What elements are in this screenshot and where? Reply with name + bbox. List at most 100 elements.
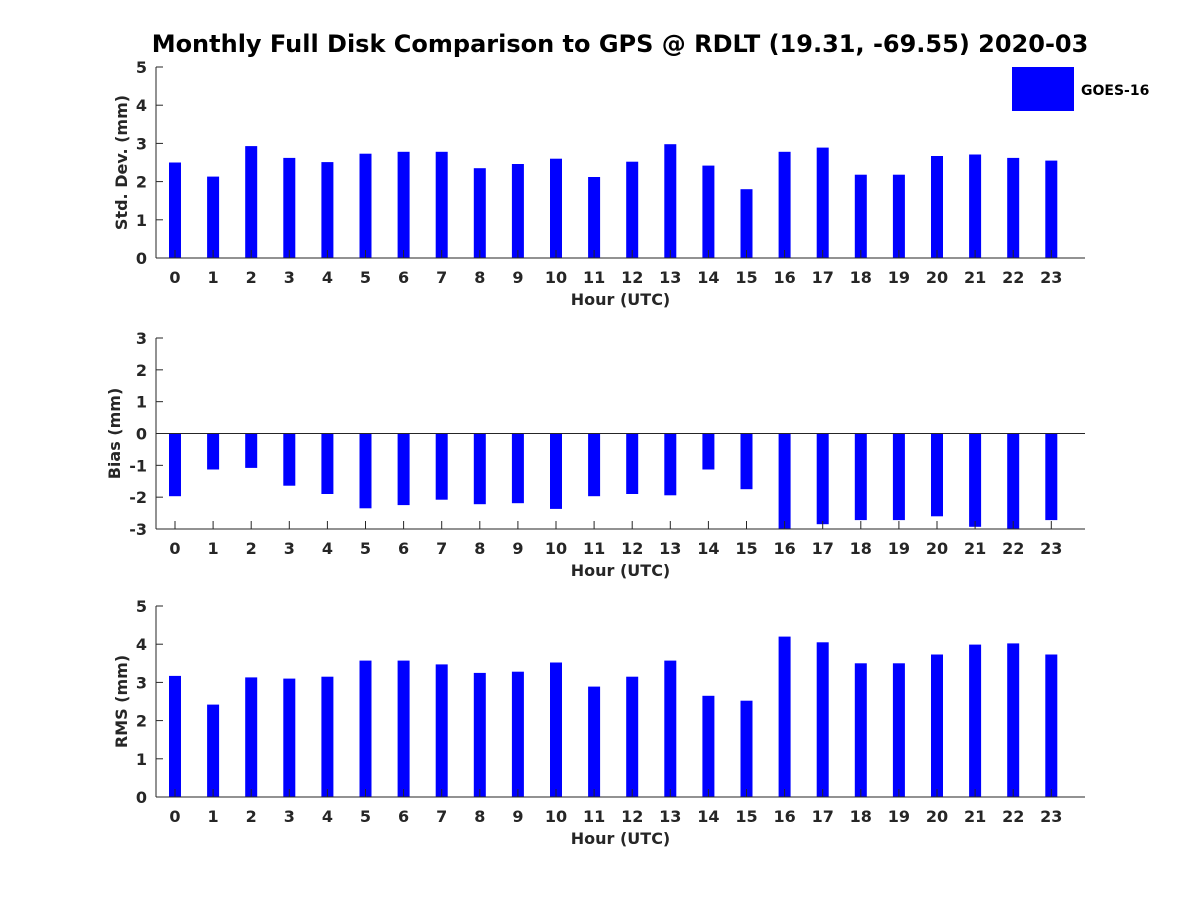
- std-dev-x-tick-label: 11: [583, 268, 605, 287]
- bias-bar: [931, 433, 943, 517]
- std-dev-y-tick-label: 0: [136, 249, 147, 268]
- bias-x-tick-label: 9: [512, 539, 523, 558]
- bias-bar: [664, 433, 677, 496]
- rms-x-tick-label: 10: [545, 807, 567, 826]
- std-dev-y-tick-label: 5: [136, 58, 147, 77]
- std-dev-bar: [931, 156, 943, 258]
- std-dev-x-tick-label: 16: [773, 268, 795, 287]
- bias-x-tick-label: 12: [621, 539, 643, 558]
- rms-x-tick-label: 12: [621, 807, 643, 826]
- std-dev-bar: [435, 151, 448, 258]
- std-dev-bar: [207, 176, 220, 258]
- bias-x-tick-label: 2: [246, 539, 257, 558]
- bias-bar: [702, 433, 715, 470]
- std-dev-bar: [169, 162, 181, 258]
- rms-y-tick-label: 0: [136, 788, 147, 807]
- std-dev-x-tick-label: 10: [545, 268, 567, 287]
- rms-x-tick-label: 19: [888, 807, 910, 826]
- bias-x-tick-label: 16: [773, 539, 795, 558]
- bias-bar: [511, 433, 524, 504]
- bias-bar: [435, 433, 448, 500]
- std-dev-bar: [892, 174, 905, 258]
- bias-x-tick-label: 5: [360, 539, 371, 558]
- rms-bar: [1045, 654, 1058, 797]
- std-dev-x-tick-label: 1: [208, 268, 219, 287]
- std-dev-y-tick-label: 4: [136, 96, 147, 115]
- std-dev-x-tick-label: 2: [246, 268, 257, 287]
- std-dev-bar: [816, 147, 829, 258]
- bias-x-tick-label: 20: [926, 539, 948, 558]
- rms-x-tick-label: 11: [583, 807, 605, 826]
- bias-x-tick-label: 23: [1040, 539, 1062, 558]
- std-dev-x-tick-label: 13: [659, 268, 681, 287]
- bias-bar: [969, 433, 982, 527]
- bias-bar: [892, 433, 905, 521]
- std-dev-x-tick-label: 5: [360, 268, 371, 287]
- bias-x-tick-label: 19: [888, 539, 910, 558]
- bias-y-tick-label: 2: [136, 361, 147, 380]
- rms-bar: [816, 642, 829, 797]
- bias-x-axis-title: Hour (UTC): [571, 561, 671, 580]
- rms-bar: [702, 695, 715, 797]
- rms-x-tick-label: 7: [436, 807, 447, 826]
- std-dev-bar: [854, 174, 867, 258]
- bias-x-tick-label: 21: [964, 539, 986, 558]
- rms-y-tick-label: 2: [136, 712, 147, 731]
- bias-y-tick-label: -2: [129, 488, 147, 507]
- rms-x-tick-label: 17: [812, 807, 834, 826]
- legend-label: GOES-16: [1081, 83, 1149, 99]
- bias-bar: [169, 433, 181, 497]
- std-dev-bar: [969, 154, 982, 258]
- rms-bar: [854, 663, 867, 797]
- std-dev-bar: [245, 146, 258, 258]
- rms-bar: [626, 676, 639, 797]
- std-dev-x-tick-label: 22: [1002, 268, 1024, 287]
- bias-y-tick-label: -3: [129, 520, 147, 539]
- std-dev-y-tick-label: 1: [136, 211, 147, 230]
- rms-x-tick-label: 2: [246, 807, 257, 826]
- rms-x-axis-title: Hour (UTC): [571, 829, 671, 848]
- rms-bar: [435, 664, 448, 797]
- legend-swatch: [1012, 67, 1074, 111]
- rms-x-tick-label: 6: [398, 807, 409, 826]
- bias-x-tick-label: 11: [583, 539, 605, 558]
- bias-bar: [245, 433, 258, 468]
- bias-bar: [778, 433, 791, 529]
- rms-x-tick-label: 13: [659, 807, 681, 826]
- std-dev-bar: [321, 162, 334, 258]
- bias-x-tick-label: 18: [850, 539, 872, 558]
- bias-x-tick-label: 15: [735, 539, 757, 558]
- bias-bar: [359, 433, 372, 509]
- rms-x-tick-label: 0: [169, 807, 180, 826]
- std-dev-bar: [397, 151, 410, 258]
- std-dev-x-tick-label: 3: [284, 268, 295, 287]
- std-dev-x-tick-label: 17: [812, 268, 834, 287]
- rms-x-tick-label: 14: [697, 807, 719, 826]
- std-dev-bar: [359, 153, 372, 258]
- bias-bar: [1007, 433, 1020, 529]
- rms-bar: [778, 636, 791, 797]
- std-dev-bar: [550, 158, 562, 258]
- rms-x-tick-label: 20: [926, 807, 948, 826]
- std-dev-bar: [588, 177, 601, 258]
- rms-x-tick-label: 22: [1002, 807, 1024, 826]
- rms-bar: [245, 677, 258, 797]
- bias-bar: [321, 433, 334, 494]
- bias-bar: [397, 433, 410, 506]
- rms-bar: [169, 675, 181, 797]
- rms-y-axis-title: RMS (mm): [112, 655, 131, 748]
- std-dev-bar: [1007, 157, 1020, 258]
- rms-x-tick-label: 3: [284, 807, 295, 826]
- std-dev-x-tick-label: 19: [888, 268, 910, 287]
- bias-y-axis-title: Bias (mm): [105, 388, 124, 480]
- rms-bar: [664, 660, 677, 797]
- std-dev-bar: [626, 161, 639, 258]
- rms-bar: [283, 678, 296, 797]
- bias-bar: [550, 433, 562, 509]
- std-dev-bar: [664, 144, 677, 258]
- rms-bar: [892, 663, 905, 797]
- std-dev-x-tick-label: 7: [436, 268, 447, 287]
